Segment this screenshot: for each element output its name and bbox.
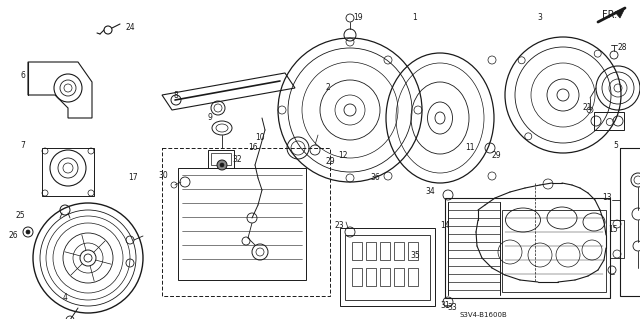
Text: 29: 29 bbox=[325, 158, 335, 167]
Text: 31: 31 bbox=[440, 300, 450, 309]
Bar bbox=[352, 268, 362, 286]
Text: 28: 28 bbox=[618, 43, 627, 53]
Bar bbox=[42, 148, 94, 196]
Text: 21: 21 bbox=[582, 103, 592, 113]
Circle shape bbox=[220, 163, 224, 167]
Bar bbox=[178, 168, 306, 280]
Bar bbox=[352, 242, 362, 260]
Text: 7: 7 bbox=[20, 140, 25, 150]
Bar bbox=[366, 242, 376, 260]
Bar bbox=[502, 210, 606, 292]
Text: 19: 19 bbox=[353, 13, 363, 23]
Text: 5: 5 bbox=[613, 140, 618, 150]
Text: FR.: FR. bbox=[602, 10, 617, 20]
Circle shape bbox=[217, 160, 227, 170]
Text: 33: 33 bbox=[447, 303, 457, 313]
Bar bbox=[211, 153, 231, 165]
Bar bbox=[408, 242, 418, 260]
Bar bbox=[394, 268, 404, 286]
Text: 25: 25 bbox=[15, 211, 25, 219]
Text: 35: 35 bbox=[410, 250, 420, 259]
Text: 13: 13 bbox=[602, 194, 612, 203]
Text: 36: 36 bbox=[370, 174, 380, 182]
Text: 32: 32 bbox=[232, 155, 242, 165]
Text: 2: 2 bbox=[325, 84, 330, 93]
Bar bbox=[594, 112, 624, 130]
Text: 12: 12 bbox=[338, 151, 348, 160]
Text: 30: 30 bbox=[158, 170, 168, 180]
Text: 8: 8 bbox=[173, 91, 178, 100]
Polygon shape bbox=[615, 8, 625, 18]
Bar bbox=[620, 148, 640, 296]
Text: 26: 26 bbox=[8, 231, 18, 240]
Bar bbox=[610, 220, 624, 258]
Text: 6: 6 bbox=[20, 70, 25, 79]
Text: 34: 34 bbox=[425, 188, 435, 197]
Text: 17: 17 bbox=[129, 174, 138, 182]
Text: 29: 29 bbox=[492, 151, 502, 160]
Bar bbox=[408, 268, 418, 286]
Text: S3V4-B1600B: S3V4-B1600B bbox=[460, 312, 508, 318]
Text: 16: 16 bbox=[248, 144, 258, 152]
Text: 1: 1 bbox=[412, 13, 417, 23]
Bar bbox=[445, 198, 610, 298]
Text: 11: 11 bbox=[465, 144, 474, 152]
Text: 23: 23 bbox=[334, 220, 344, 229]
Text: 4: 4 bbox=[63, 293, 67, 302]
Text: 9: 9 bbox=[207, 114, 212, 122]
Bar bbox=[380, 268, 390, 286]
Bar bbox=[340, 228, 435, 306]
Bar bbox=[162, 148, 330, 296]
Circle shape bbox=[26, 230, 30, 234]
Bar bbox=[380, 242, 390, 260]
Bar bbox=[366, 268, 376, 286]
Bar bbox=[345, 235, 430, 300]
Text: 14: 14 bbox=[440, 220, 450, 229]
Text: 3: 3 bbox=[538, 13, 543, 23]
Text: 10: 10 bbox=[255, 133, 264, 143]
Bar bbox=[208, 150, 234, 168]
Text: 15: 15 bbox=[608, 226, 618, 234]
Bar bbox=[394, 242, 404, 260]
Text: 24: 24 bbox=[126, 24, 136, 33]
